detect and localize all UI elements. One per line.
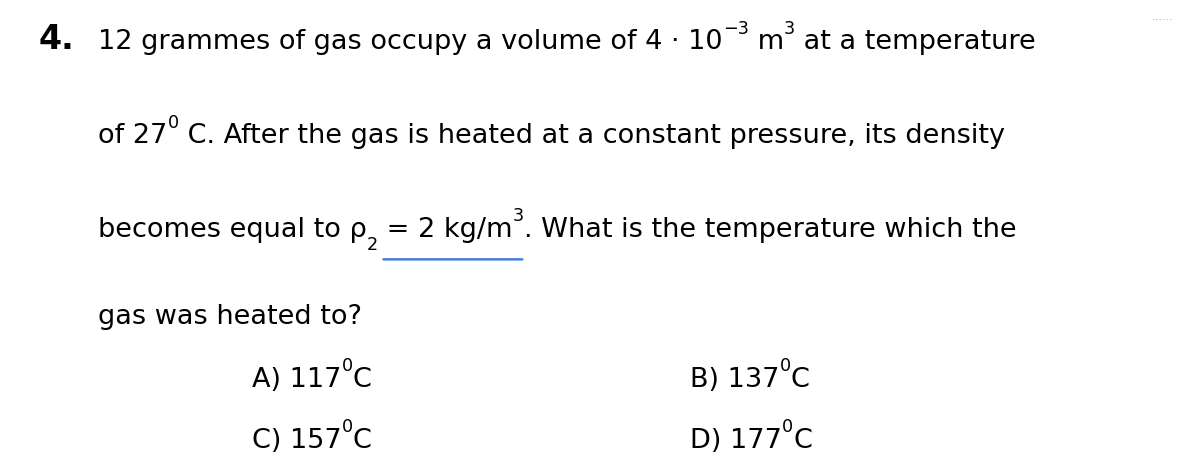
- Text: −3: −3: [722, 20, 749, 38]
- Text: B) 137: B) 137: [690, 367, 780, 393]
- Text: m: m: [749, 29, 784, 55]
- Text: = 2 kg/m: = 2 kg/m: [378, 217, 512, 243]
- Text: 12 grammes of gas occupy a volume of 4 · 10: 12 grammes of gas occupy a volume of 4 ·…: [98, 29, 722, 55]
- Text: 3: 3: [784, 20, 796, 38]
- Text: 0: 0: [782, 418, 793, 437]
- Text: C: C: [353, 367, 372, 393]
- Text: C: C: [793, 428, 812, 454]
- Text: C. After the gas is heated at a constant pressure, its density: C. After the gas is heated at a constant…: [179, 123, 1004, 149]
- Text: D) 177: D) 177: [690, 428, 782, 454]
- Text: of 27: of 27: [98, 123, 168, 149]
- Text: C: C: [353, 428, 372, 454]
- Text: 0: 0: [780, 357, 791, 376]
- Text: 4.: 4.: [38, 23, 74, 56]
- Text: at a temperature: at a temperature: [796, 29, 1036, 55]
- Text: becomes equal to ρ: becomes equal to ρ: [98, 217, 367, 243]
- Text: 2: 2: [367, 236, 378, 254]
- Text: 0: 0: [168, 113, 179, 132]
- Text: C: C: [791, 367, 810, 393]
- Text: 0: 0: [342, 357, 353, 376]
- Text: 3: 3: [512, 207, 524, 226]
- Text: ......: ......: [1152, 12, 1174, 22]
- Text: . What is the temperature which the: . What is the temperature which the: [524, 217, 1016, 243]
- Text: A) 117: A) 117: [252, 367, 342, 393]
- Text: gas was heated to?: gas was heated to?: [98, 303, 362, 330]
- Text: C) 157: C) 157: [252, 428, 342, 454]
- Text: 0: 0: [342, 418, 353, 437]
